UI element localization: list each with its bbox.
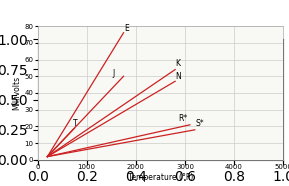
Text: J: J: [113, 69, 115, 78]
Text: N: N: [176, 72, 181, 81]
Y-axis label: Millivolts: Millivolts: [13, 76, 22, 110]
X-axis label: Temperature (°F): Temperature (°F): [128, 173, 193, 182]
Text: T: T: [73, 119, 77, 128]
Text: Thermocouple Millivolts*/Temperature Curves: Thermocouple Millivolts*/Temperature Cur…: [36, 6, 253, 15]
Text: S*: S*: [195, 119, 204, 128]
Text: E: E: [124, 24, 129, 33]
Text: K: K: [176, 59, 181, 68]
Text: R*: R*: [179, 114, 188, 123]
